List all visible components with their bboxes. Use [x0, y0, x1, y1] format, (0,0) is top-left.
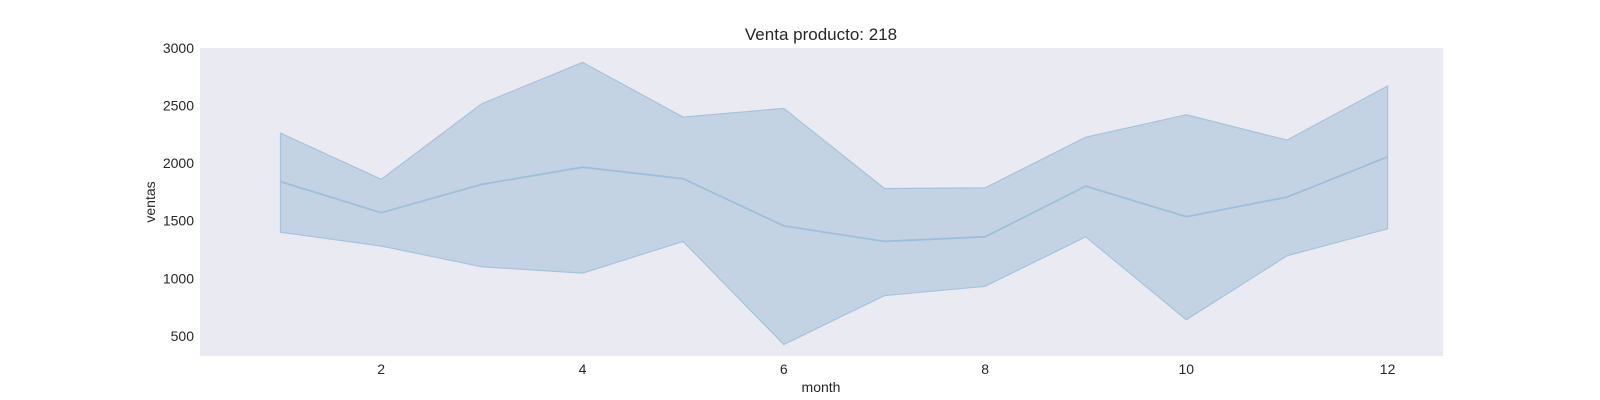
- y-tick-label: 2500: [163, 98, 194, 114]
- x-tick-label: 10: [1179, 361, 1195, 377]
- y-axis-label: ventas: [142, 181, 158, 222]
- confidence-band: [279, 61, 1389, 346]
- x-tick-label: 4: [579, 361, 587, 377]
- x-tick-label: 2: [377, 361, 385, 377]
- y-tick-label: 1500: [163, 213, 194, 229]
- x-tick-labels: 2 4 6 8 10 12: [377, 361, 1395, 377]
- chart-title: Venta producto: 218: [745, 25, 897, 44]
- x-tick-label: 6: [780, 361, 788, 377]
- y-tick-label: 3000: [163, 40, 194, 56]
- x-tick-label: 12: [1380, 361, 1396, 377]
- y-tick-label: 500: [171, 328, 195, 344]
- y-tick-labels: 500 1000 1500 2000 2500 3000: [163, 40, 194, 344]
- x-axis-label: month: [802, 379, 841, 395]
- y-tick-label: 1000: [163, 270, 194, 286]
- series-line: [280, 155, 1388, 243]
- y-tick-label: 2000: [163, 155, 194, 171]
- x-tick-label: 8: [981, 361, 989, 377]
